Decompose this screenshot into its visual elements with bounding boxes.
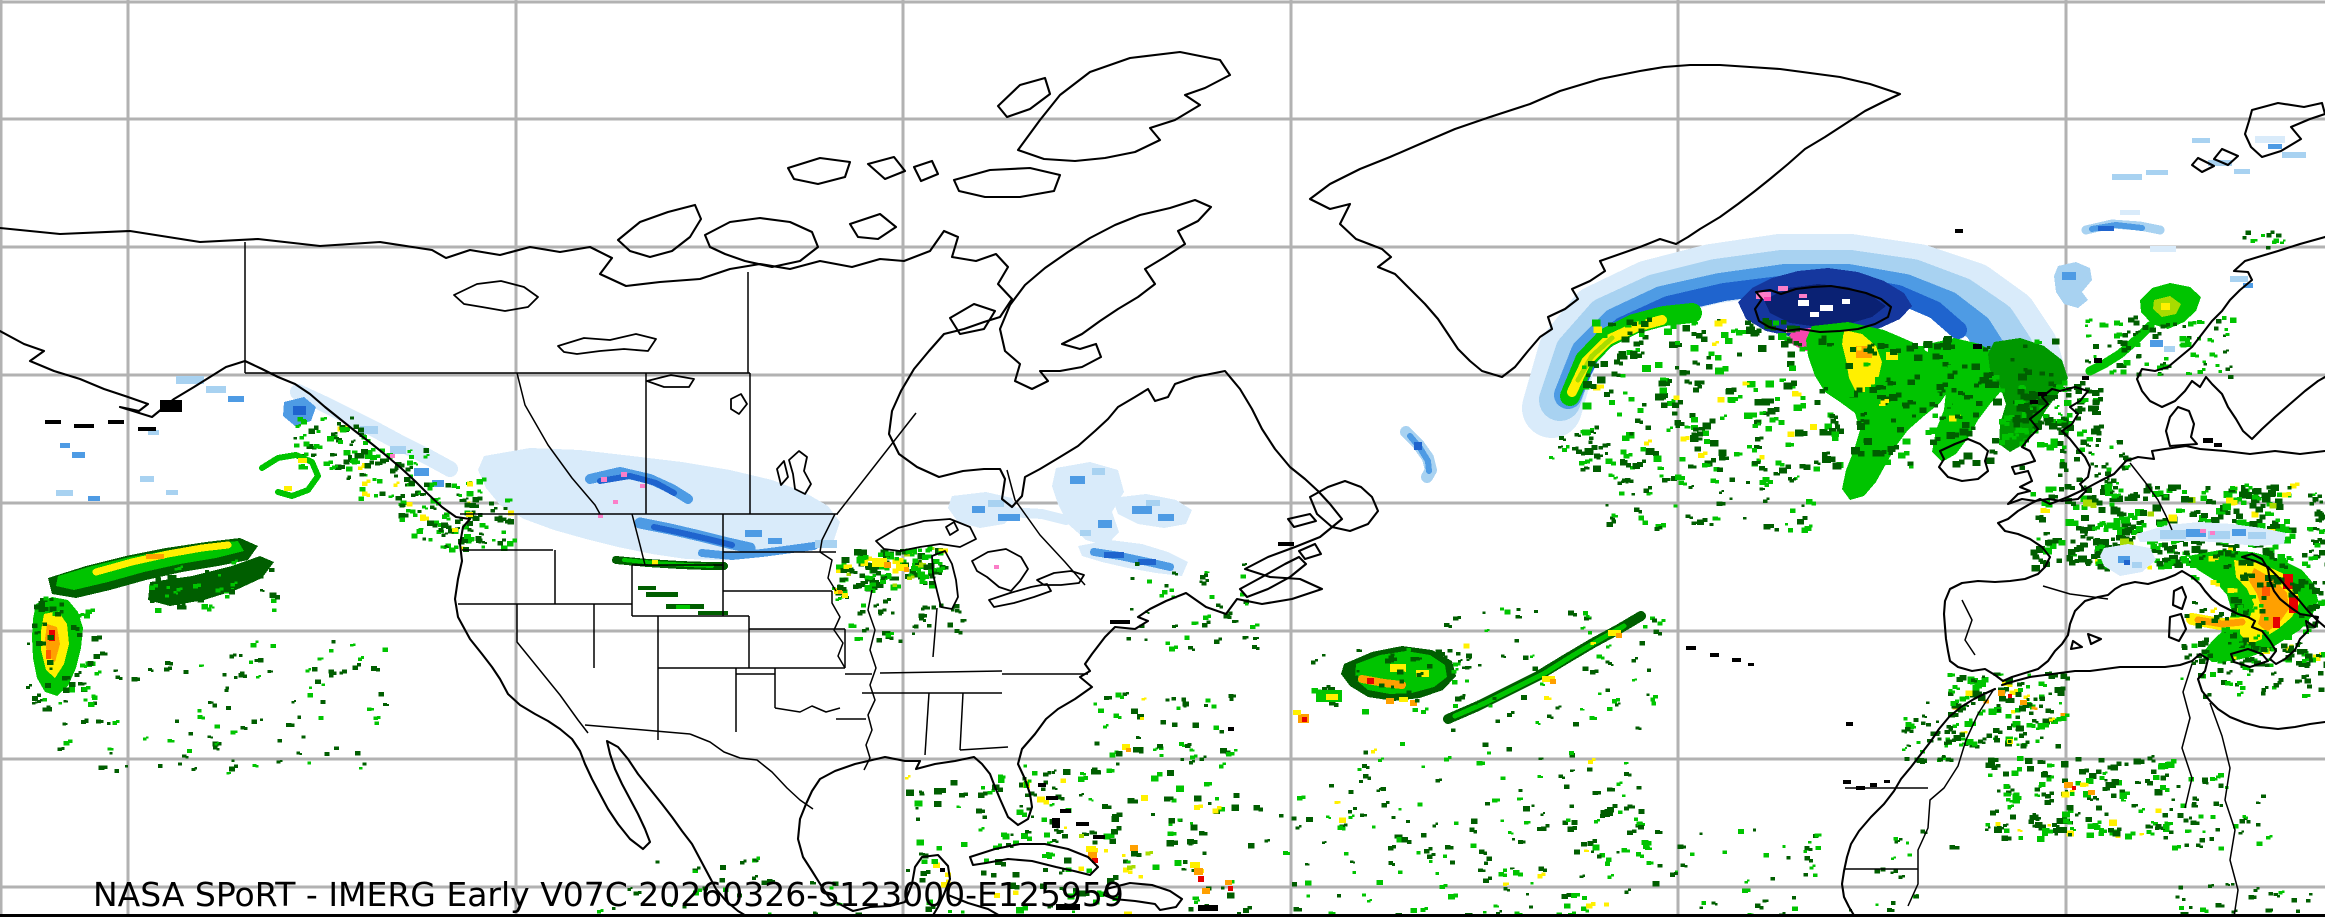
lakes-layer <box>453 280 1085 610</box>
map-bottom-border <box>0 914 2325 917</box>
small-islands-layer <box>45 229 2222 911</box>
political-borders-layer <box>244 242 2239 917</box>
product-timestamp-label: NASA SPoRT - IMERG Early V07C 20260326-S… <box>93 875 1124 914</box>
